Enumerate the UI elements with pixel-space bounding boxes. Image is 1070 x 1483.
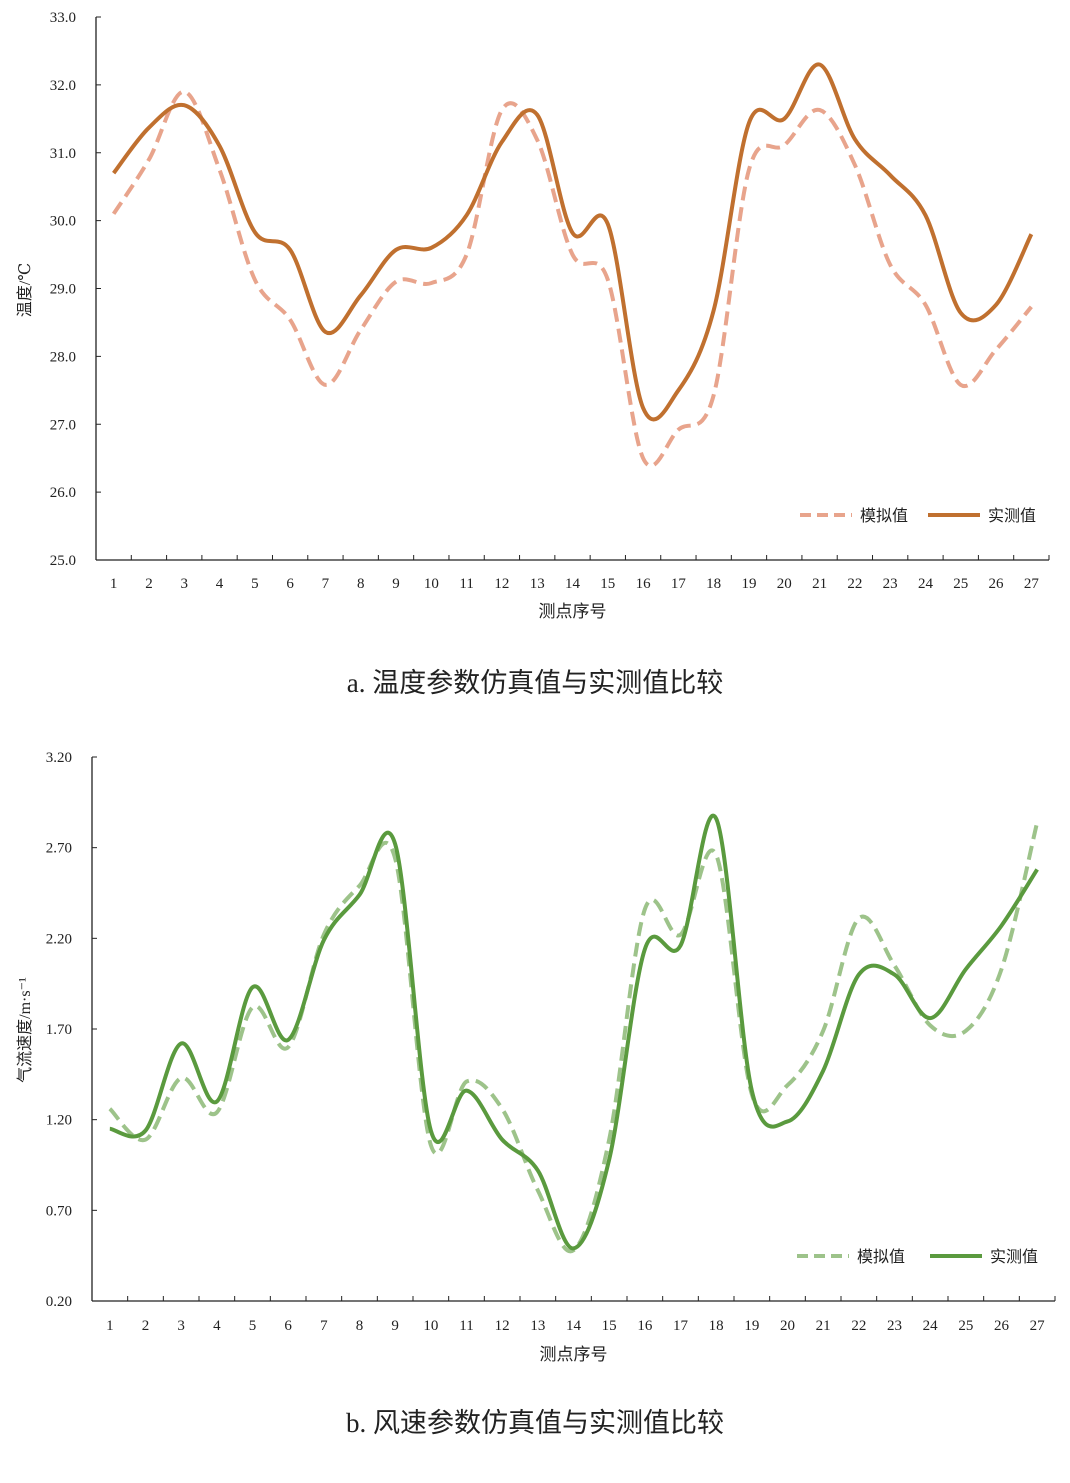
x-tick-label: 23 — [883, 576, 898, 592]
legend-label: 模拟值 — [857, 1248, 905, 1266]
series-line-measured — [112, 62, 1034, 422]
x-tick-label: 13 — [530, 1318, 545, 1334]
x-tick-label: 11 — [459, 1318, 473, 1334]
y-tick-label: 29.0 — [50, 282, 76, 298]
x-tick-label: 4 — [213, 1318, 221, 1334]
y-tick-label: 28.0 — [50, 349, 76, 365]
chart-caption: a. 温度参数仿真值与实测值比较 — [347, 668, 723, 698]
x-tick-label: 15 — [602, 1318, 617, 1334]
x-tick-label: 14 — [565, 576, 581, 592]
x-tick-label: 14 — [566, 1318, 582, 1334]
x-tick-label: 5 — [251, 576, 259, 592]
x-tick-label: 12 — [494, 576, 509, 592]
x-tick-label: 2 — [142, 1318, 150, 1334]
legend-label: 实测值 — [988, 507, 1036, 525]
y-tick-label: 1.20 — [46, 1113, 72, 1129]
x-tick-label: 1 — [110, 576, 118, 592]
y-tick-label: 32.0 — [50, 78, 76, 94]
x-axis-title: 测点序号 — [539, 602, 607, 621]
series-line-simulated — [108, 821, 1040, 1254]
y-tick-label: 33.0 — [50, 10, 76, 26]
x-tick-label: 8 — [357, 576, 365, 592]
x-tick-label: 10 — [423, 1318, 438, 1334]
x-tick-label: 7 — [320, 1318, 328, 1334]
series-line-measured — [109, 813, 1039, 1251]
x-tick-label: 22 — [851, 1318, 866, 1334]
x-tick-label: 15 — [600, 576, 615, 592]
x-tick-label: 1 — [106, 1318, 114, 1334]
x-tick-label: 2 — [145, 576, 153, 592]
x-tick-label: 10 — [424, 576, 439, 592]
y-tick-label: 26.0 — [50, 485, 76, 501]
x-tick-label: 26 — [989, 576, 1005, 592]
x-tick-label: 16 — [637, 1318, 653, 1334]
x-tick-label: 19 — [744, 1318, 759, 1334]
x-axis-title: 测点序号 — [540, 1345, 608, 1364]
legend-label: 实测值 — [990, 1248, 1038, 1266]
x-tick-label: 21 — [816, 1318, 831, 1334]
y-tick-label: 3.20 — [46, 750, 72, 766]
y-tick-label: 31.0 — [50, 146, 76, 162]
legend-label: 模拟值 — [860, 507, 908, 525]
x-tick-label: 9 — [392, 576, 400, 592]
x-tick-label: 3 — [177, 1318, 185, 1334]
x-tick-label: 18 — [709, 1318, 724, 1334]
x-tick-label: 24 — [918, 576, 934, 592]
y-tick-label: 0.20 — [46, 1294, 72, 1310]
x-tick-label: 4 — [216, 576, 224, 592]
x-tick-label: 19 — [741, 576, 756, 592]
y-tick-label: 27.0 — [50, 417, 76, 433]
x-tick-label: 17 — [673, 1318, 689, 1334]
chart-caption: b. 风速参数仿真值与实测值比较 — [346, 1408, 724, 1438]
x-tick-label: 9 — [391, 1318, 399, 1334]
y-tick-label: 1.70 — [46, 1022, 72, 1038]
y-tick-label: 30.0 — [50, 214, 76, 230]
chart-wind-speed: 0.200.701.201.702.202.703.201 2 3 4 5 6 7 8 9 10 1… — [16, 750, 1056, 1438]
series-line-simulated — [111, 89, 1033, 468]
x-tick-label: 21 — [812, 576, 827, 592]
x-tick-label: 27 — [1024, 576, 1040, 592]
y-tick-label: 25.0 — [50, 553, 76, 569]
chart-temperature: 25.026.027.028.029.030.031.032.033.01 2 3 4… — [16, 10, 1050, 698]
x-tick-label: 6 — [286, 576, 294, 592]
x-tick-label: 25 — [958, 1318, 973, 1334]
x-tick-label: 20 — [780, 1318, 795, 1334]
x-tick-label: 3 — [180, 576, 188, 592]
y-tick-label: 0.70 — [46, 1203, 72, 1219]
x-tick-label: 6 — [284, 1318, 292, 1334]
y-axis-title: 气流速度/m·s⁻¹ — [16, 977, 34, 1083]
y-tick-label: 2.70 — [46, 841, 72, 857]
x-tick-label: 23 — [887, 1318, 902, 1334]
x-tick-label: 5 — [249, 1318, 257, 1334]
x-tick-label: 27 — [1030, 1318, 1046, 1334]
y-axis-title: 温度/℃ — [16, 263, 34, 317]
x-tick-label: 13 — [530, 576, 545, 592]
x-tick-label: 17 — [671, 576, 687, 592]
x-tick-label: 16 — [636, 576, 652, 592]
x-tick-label: 26 — [994, 1318, 1010, 1334]
x-tick-label: 11 — [459, 576, 473, 592]
x-tick-label: 8 — [356, 1318, 364, 1334]
y-tick-label: 2.20 — [46, 931, 72, 947]
x-tick-label: 25 — [953, 576, 968, 592]
x-tick-label: 22 — [847, 576, 862, 592]
x-tick-label: 7 — [322, 576, 330, 592]
x-tick-label: 18 — [706, 576, 721, 592]
x-tick-label: 12 — [495, 1318, 510, 1334]
x-tick-label: 20 — [777, 576, 792, 592]
x-tick-label: 24 — [923, 1318, 939, 1334]
